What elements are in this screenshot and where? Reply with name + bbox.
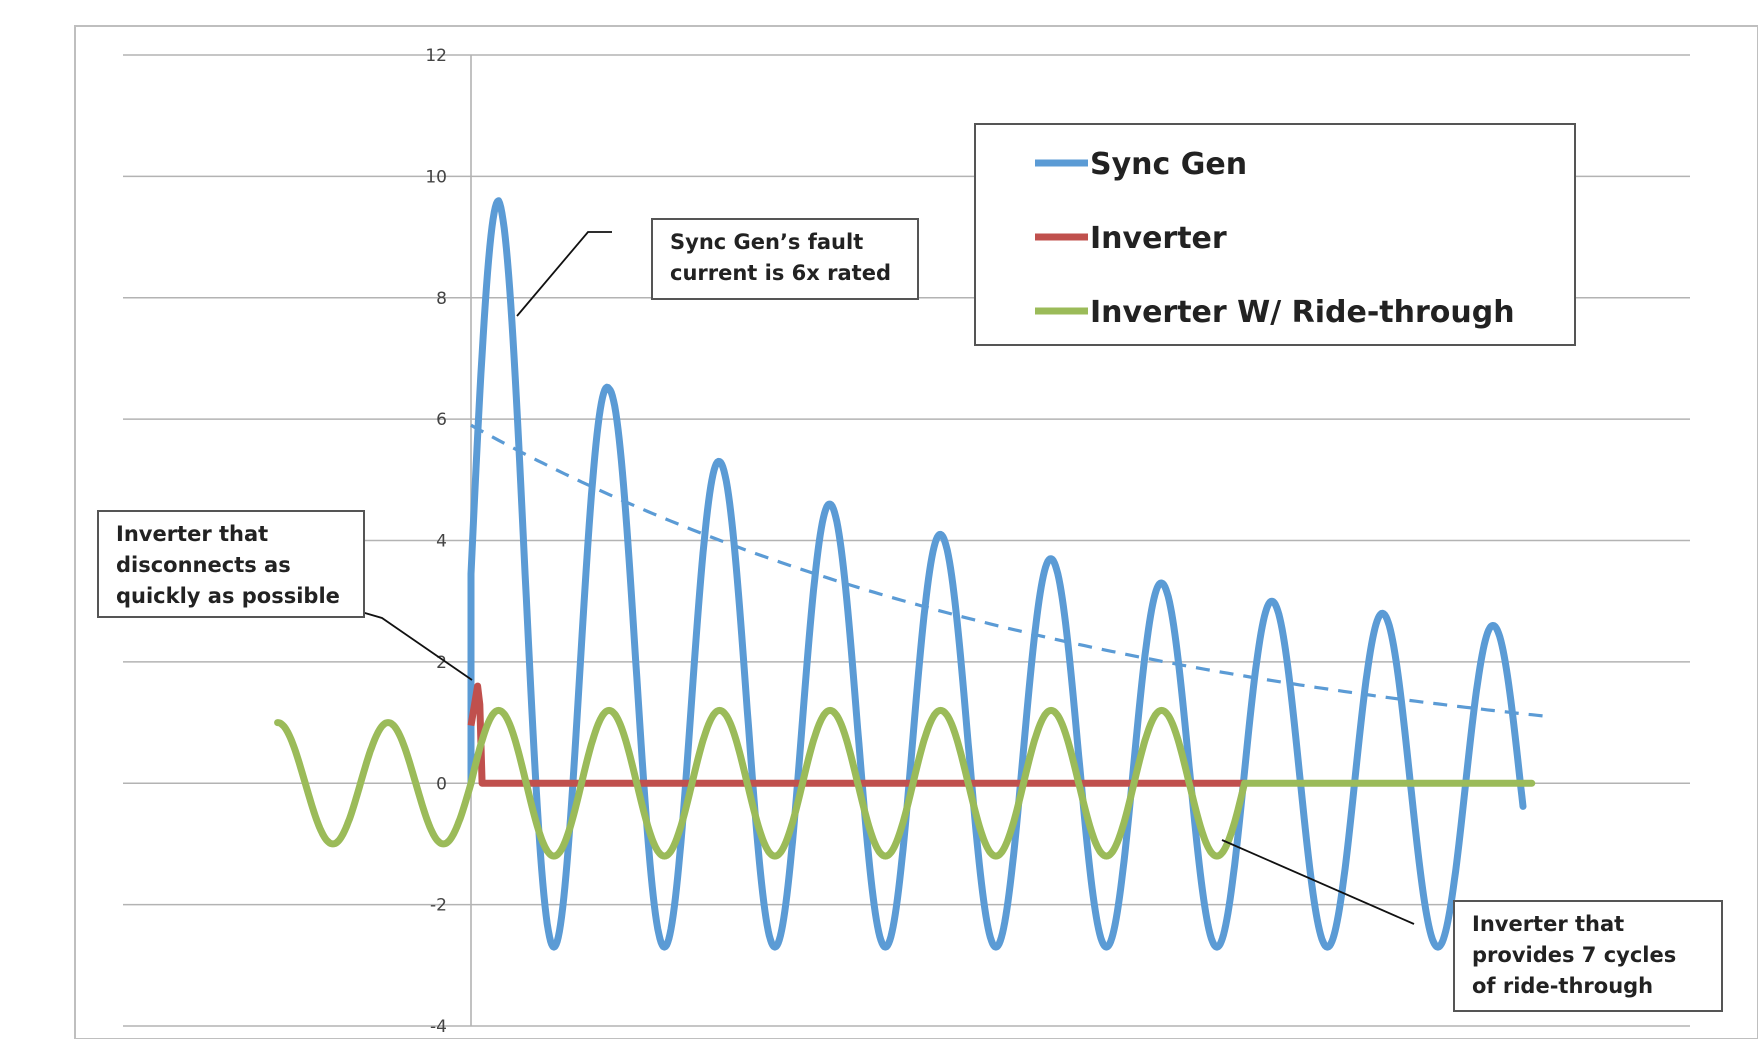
callout-inv-text: disconnects as [116, 553, 291, 577]
y-tick-label: -2 [430, 896, 447, 916]
legend-label: Inverter W/ Ride-through [1090, 295, 1515, 330]
y-tick-label: 8 [436, 289, 447, 309]
callout-inv-leader [357, 610, 473, 681]
callout-ride-text: Inverter that [1472, 912, 1624, 936]
y-tick-label: -4 [430, 1017, 447, 1037]
callout-sync-text: Sync Gen’s fault [670, 230, 863, 254]
tick-layer: 12 10 8 6 4 2 0 -2 -4 [425, 46, 447, 1037]
callout-inv-text: quickly as possible [116, 584, 340, 608]
y-tick-label: 4 [436, 532, 447, 552]
legend: Sync Gen Inverter Inverter W/ Ride-through [974, 123, 1576, 346]
y-tick-label: 12 [425, 46, 447, 66]
callout-sync-text: current is 6x rated [670, 261, 891, 285]
callout-ride-box [1453, 900, 1723, 1012]
callout-ride-text: provides 7 cycles [1472, 943, 1676, 967]
callout-ride-text: of ride-through [1472, 974, 1653, 998]
y-tick-label: 6 [436, 410, 447, 430]
callout-ride-leader [1221, 839, 1415, 925]
callout-layer: Sync Gen’s fault current is 6x rated Inver… [97, 218, 1723, 1012]
callout-sync-box [651, 218, 919, 300]
y-tick-label: 2 [436, 653, 447, 673]
legend-label: Inverter [1090, 221, 1227, 256]
inverter-line [467, 682, 1245, 787]
callout-inv-text: Inverter that [116, 522, 268, 546]
y-tick-label: 0 [436, 774, 447, 794]
legend-label: Sync Gen [1090, 147, 1247, 182]
y-tick-label: 10 [425, 167, 447, 187]
callout-sync-leader [516, 231, 612, 317]
series-layer [274, 197, 1544, 951]
inverter-ride-through-line [274, 706, 1536, 860]
callout-inv-box [97, 510, 365, 618]
